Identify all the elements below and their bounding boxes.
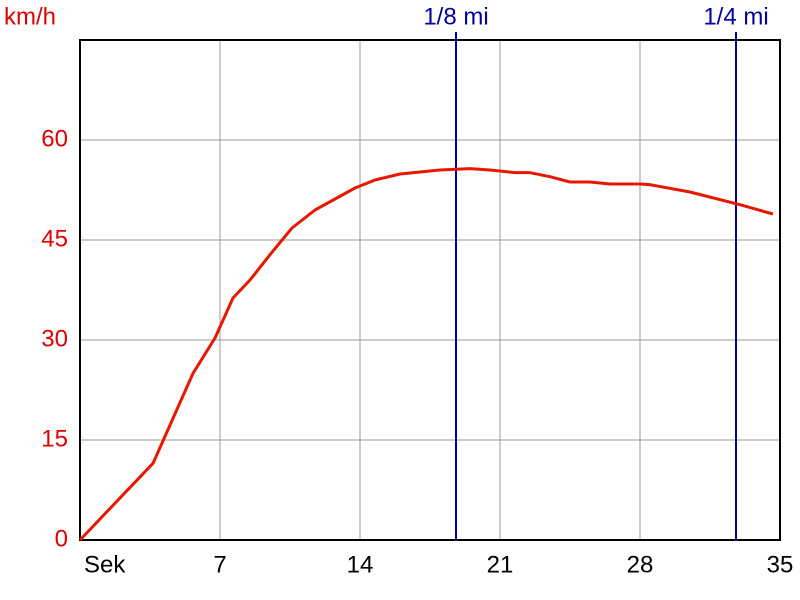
y-tick-label: 60 xyxy=(41,125,68,152)
speed-line xyxy=(78,167,774,542)
x-tick-label: 35 xyxy=(767,551,794,578)
x-tick-label: 7 xyxy=(213,551,226,578)
x-tick-label: Sek xyxy=(84,551,126,578)
x-tick-label: 28 xyxy=(627,551,654,578)
x-tick-label: 14 xyxy=(347,551,374,578)
x-tick-label: 21 xyxy=(487,551,514,578)
distance-marker-label: 1/4 mi xyxy=(703,3,768,30)
plot-frame xyxy=(79,39,781,541)
distance-marker-label: 1/8 mi xyxy=(423,3,488,30)
y-tick-label: 45 xyxy=(41,225,68,252)
y-tick-label: 30 xyxy=(41,325,68,352)
y-tick-label: 15 xyxy=(41,425,68,452)
y-axis-label: km/h xyxy=(4,3,56,30)
y-tick-label: 0 xyxy=(55,525,68,552)
